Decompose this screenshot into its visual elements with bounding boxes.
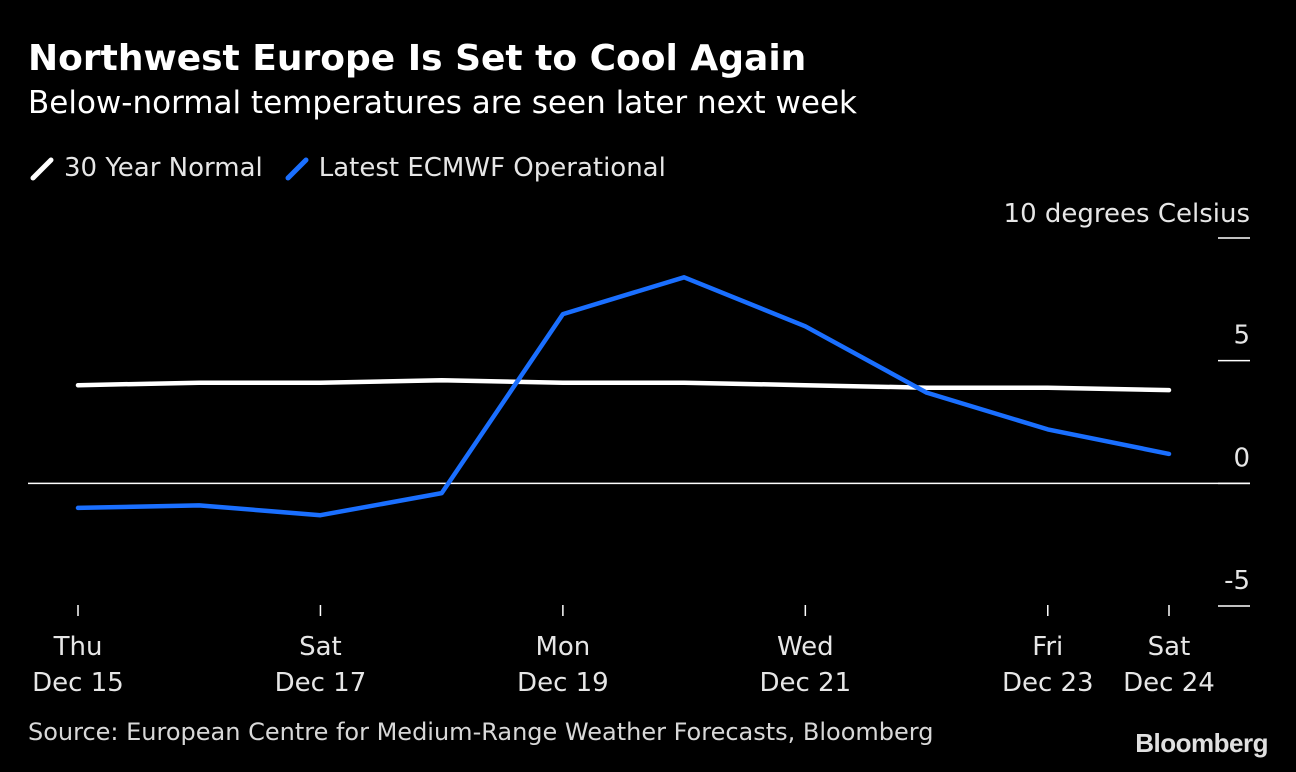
x-tick-label-day: Thu	[53, 632, 103, 662]
chart-legend: 30 Year Normal Latest ECMWF Operational	[28, 150, 686, 186]
legend-item-normal: 30 Year Normal	[28, 153, 263, 183]
chart-title: Northwest Europe Is Set to Cool Again	[28, 38, 807, 79]
y-axis-unit-label: 10 degrees Celsius	[1004, 199, 1250, 229]
y-tick-label: -5	[1224, 566, 1250, 596]
x-tick-label-day: Sat	[1148, 632, 1191, 662]
x-tick-label-date: Dec 17	[275, 668, 367, 698]
y-tick-label: 0	[1233, 443, 1250, 473]
x-tick-label-day: Sat	[299, 632, 342, 662]
series-layer	[75, 275, 1172, 518]
x-tick-label-date: Dec 23	[1002, 668, 1094, 698]
chart-subtitle: Below-normal temperatures are seen later…	[28, 85, 857, 121]
x-tick-label-date: Dec 24	[1123, 668, 1215, 698]
legend-swatch-ecmwf-icon	[285, 157, 309, 181]
legend-swatch-normal-icon	[30, 157, 54, 181]
x-axis: Thu Dec 15 Sat Dec 17 Mon Dec 19 Wed Dec 21 Fri D…	[32, 605, 1215, 698]
legend-item-ecmwf: Latest ECMWF Operational	[283, 153, 666, 183]
x-tick-label-day: Mon	[535, 632, 590, 662]
bloomberg-logo: Bloomberg	[1135, 728, 1268, 758]
x-tick-label-date: Dec 15	[32, 668, 124, 698]
x-tick-label-date: Dec 19	[517, 668, 609, 698]
y-tick-label: 5	[1233, 321, 1250, 351]
x-tick-label-date: Dec 21	[759, 668, 851, 698]
source-note: Source: European Centre for Medium-Range…	[28, 718, 934, 746]
legend-label-normal: 30 Year Normal	[64, 153, 263, 183]
x-tick-label-day: Fri	[1032, 632, 1063, 662]
series-line-latest-ecmwf	[75, 275, 1172, 518]
series-line-30-year-normal	[75, 378, 1172, 393]
y-axis: 5 0 -5	[28, 237, 1250, 607]
x-tick-label-day: Wed	[777, 632, 834, 662]
legend-label-ecmwf: Latest ECMWF Operational	[318, 153, 666, 183]
